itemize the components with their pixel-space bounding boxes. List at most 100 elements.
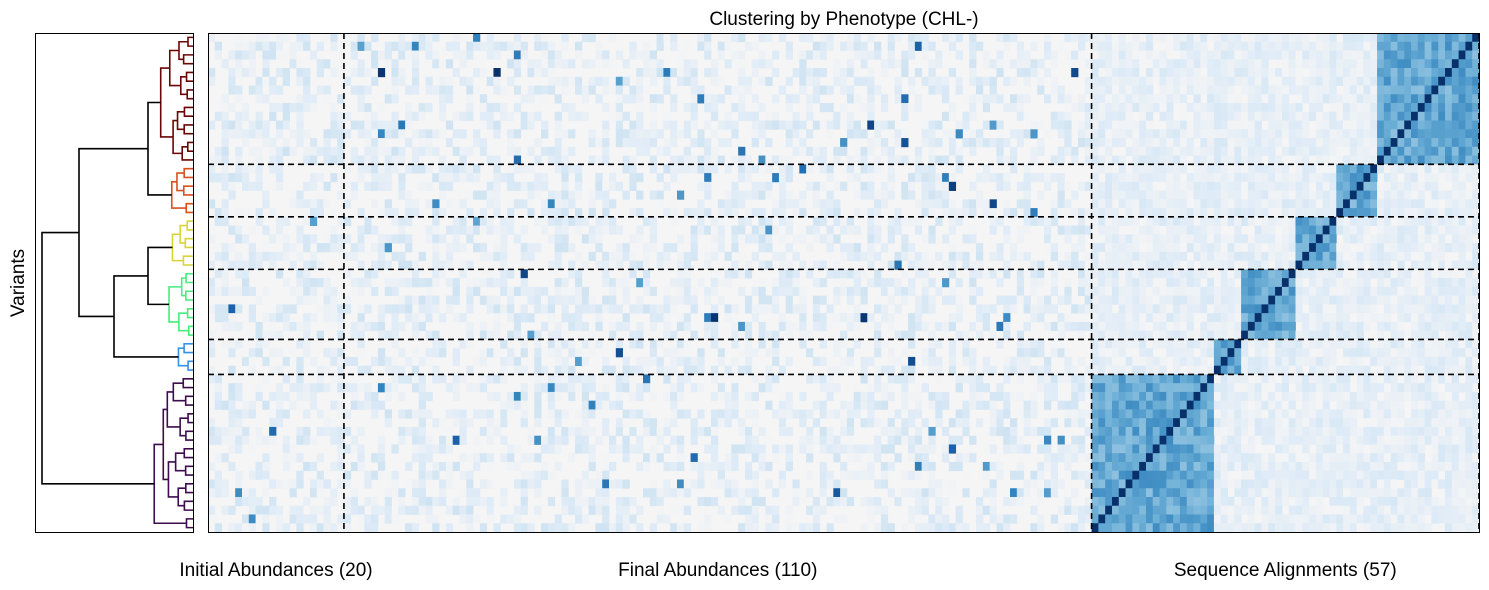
heatmap-cell	[221, 120, 229, 130]
heatmap-cell	[1288, 120, 1296, 130]
heatmap-cell	[1234, 59, 1242, 69]
heatmap-cell	[1152, 138, 1160, 148]
heatmap-cell	[1397, 146, 1405, 156]
heatmap-cell	[1438, 286, 1446, 297]
heatmap-cell	[459, 216, 467, 226]
heatmap-cell	[1105, 374, 1113, 384]
heatmap-cell	[697, 41, 705, 51]
heatmap-cell	[738, 365, 746, 375]
heatmap-cell	[717, 243, 725, 253]
heatmap-cell	[1383, 181, 1392, 191]
heatmap-cell	[1118, 216, 1126, 226]
heatmap-cell	[826, 120, 834, 130]
heatmap-cell	[772, 251, 780, 262]
heatmap-cell	[1288, 146, 1296, 156]
heatmap-cell	[982, 103, 991, 113]
heatmap-cell	[948, 146, 957, 156]
heatmap-cell	[1125, 251, 1133, 262]
heatmap-cell	[479, 251, 488, 262]
heatmap-cell	[330, 155, 338, 165]
heatmap-cell	[690, 225, 698, 235]
heatmap-cell	[894, 85, 902, 95]
heatmap-cell	[269, 208, 277, 218]
heatmap-cell	[1166, 173, 1174, 183]
heatmap-cell	[1438, 348, 1446, 358]
heatmap-cell	[1322, 234, 1330, 244]
heatmap-cell	[1390, 138, 1398, 148]
heatmap-cell	[1343, 33, 1351, 43]
heatmap-cell	[969, 103, 977, 113]
heatmap-cell	[1132, 225, 1140, 235]
heatmap-cell	[710, 365, 719, 375]
heatmap-cell	[547, 339, 556, 349]
heatmap-cell	[275, 146, 284, 156]
heatmap-cell	[1220, 278, 1228, 288]
heatmap-cell	[357, 68, 365, 78]
heatmap-cell	[867, 120, 875, 130]
heatmap-cell	[513, 199, 522, 209]
heatmap-cell	[1064, 225, 1072, 235]
heatmap-cell	[255, 94, 263, 104]
heatmap-cell	[1363, 85, 1371, 95]
heatmap-cell	[758, 50, 766, 60]
heatmap-cell	[1125, 103, 1133, 113]
heatmap-cell	[908, 365, 916, 375]
heatmap-cell	[1458, 225, 1466, 235]
heatmap-cell	[921, 260, 929, 270]
heatmap-cell	[235, 50, 243, 60]
heatmap-cell	[914, 208, 923, 218]
heatmap-cell	[1302, 164, 1310, 174]
heatmap-cell	[1417, 356, 1426, 367]
heatmap-cell	[744, 348, 753, 358]
heatmap-cell	[969, 41, 977, 51]
heatmap-cell	[357, 103, 365, 113]
heatmap-cell	[425, 234, 433, 244]
heatmap-cell	[1152, 216, 1160, 226]
heatmap-cell	[350, 41, 358, 51]
heatmap-cell	[1016, 356, 1025, 367]
heatmap-cell	[1397, 33, 1405, 43]
heatmap-cell	[1234, 339, 1242, 349]
heatmap-cell	[513, 85, 522, 95]
heatmap-cell	[969, 181, 977, 191]
heatmap-cell	[500, 173, 508, 183]
heatmap-cell	[391, 321, 399, 332]
heatmap-cell	[1247, 286, 1256, 297]
heatmap-cell	[1118, 339, 1126, 349]
heatmap-cell	[1268, 146, 1276, 156]
heatmap-cell	[248, 260, 256, 270]
heatmap-cell	[1179, 103, 1188, 113]
heatmap-cell	[1091, 321, 1099, 332]
heatmap-cell	[1125, 216, 1133, 226]
heatmap-cell	[1139, 76, 1147, 86]
heatmap-cell	[1295, 216, 1303, 226]
heatmap-cell	[214, 269, 222, 279]
heatmap-cell	[1383, 234, 1392, 244]
heatmap-cell	[405, 41, 413, 51]
heatmap-cell	[1472, 199, 1480, 209]
heatmap-cell	[1451, 330, 1460, 340]
heatmap-cell	[642, 278, 651, 288]
heatmap-cell	[1098, 190, 1106, 200]
heatmap-cell	[1322, 85, 1330, 95]
heatmap-cell	[1091, 68, 1099, 78]
heatmap-cell	[894, 225, 902, 235]
heatmap-cell	[235, 68, 243, 78]
heatmap-cell	[303, 76, 311, 86]
heatmap-cell	[405, 111, 413, 121]
heatmap-cell	[337, 138, 345, 148]
heatmap-cell	[235, 120, 243, 130]
heatmap-cell	[1445, 295, 1453, 305]
heatmap-cell	[1098, 304, 1106, 314]
heatmap-cell	[1207, 286, 1215, 297]
heatmap-cell	[418, 181, 426, 191]
heatmap-cell	[1329, 321, 1337, 332]
heatmap-cell	[1383, 365, 1392, 375]
heatmap-cell	[894, 330, 902, 340]
heatmap-cell	[636, 365, 644, 375]
heatmap-cell	[1404, 59, 1412, 69]
heatmap-cell	[697, 181, 705, 191]
heatmap-cell	[942, 208, 950, 218]
heatmap-cell	[982, 199, 991, 209]
heatmap-cell	[520, 251, 528, 262]
